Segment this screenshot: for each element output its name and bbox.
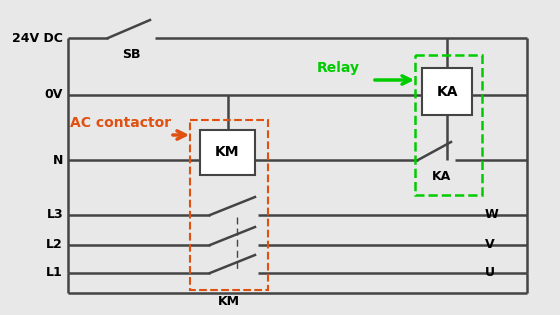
Text: KM: KM (218, 295, 240, 308)
Text: SB: SB (122, 48, 141, 61)
Text: 24V DC: 24V DC (12, 32, 63, 44)
Text: L1: L1 (46, 266, 63, 279)
Text: 0V: 0V (45, 89, 63, 101)
Text: L2: L2 (46, 238, 63, 251)
Text: V: V (485, 238, 494, 251)
Text: N: N (53, 153, 63, 167)
Text: W: W (485, 209, 499, 221)
Text: Relay: Relay (317, 61, 360, 75)
Bar (200, 130, 255, 175)
Text: KA: KA (432, 170, 451, 183)
Text: KA: KA (436, 84, 458, 99)
Text: L3: L3 (46, 209, 63, 221)
Text: AC contactor: AC contactor (70, 116, 171, 130)
Text: U: U (485, 266, 495, 279)
Bar (415, 55, 482, 195)
Text: KM: KM (215, 146, 240, 159)
Bar (190, 120, 268, 290)
Bar (422, 68, 472, 115)
